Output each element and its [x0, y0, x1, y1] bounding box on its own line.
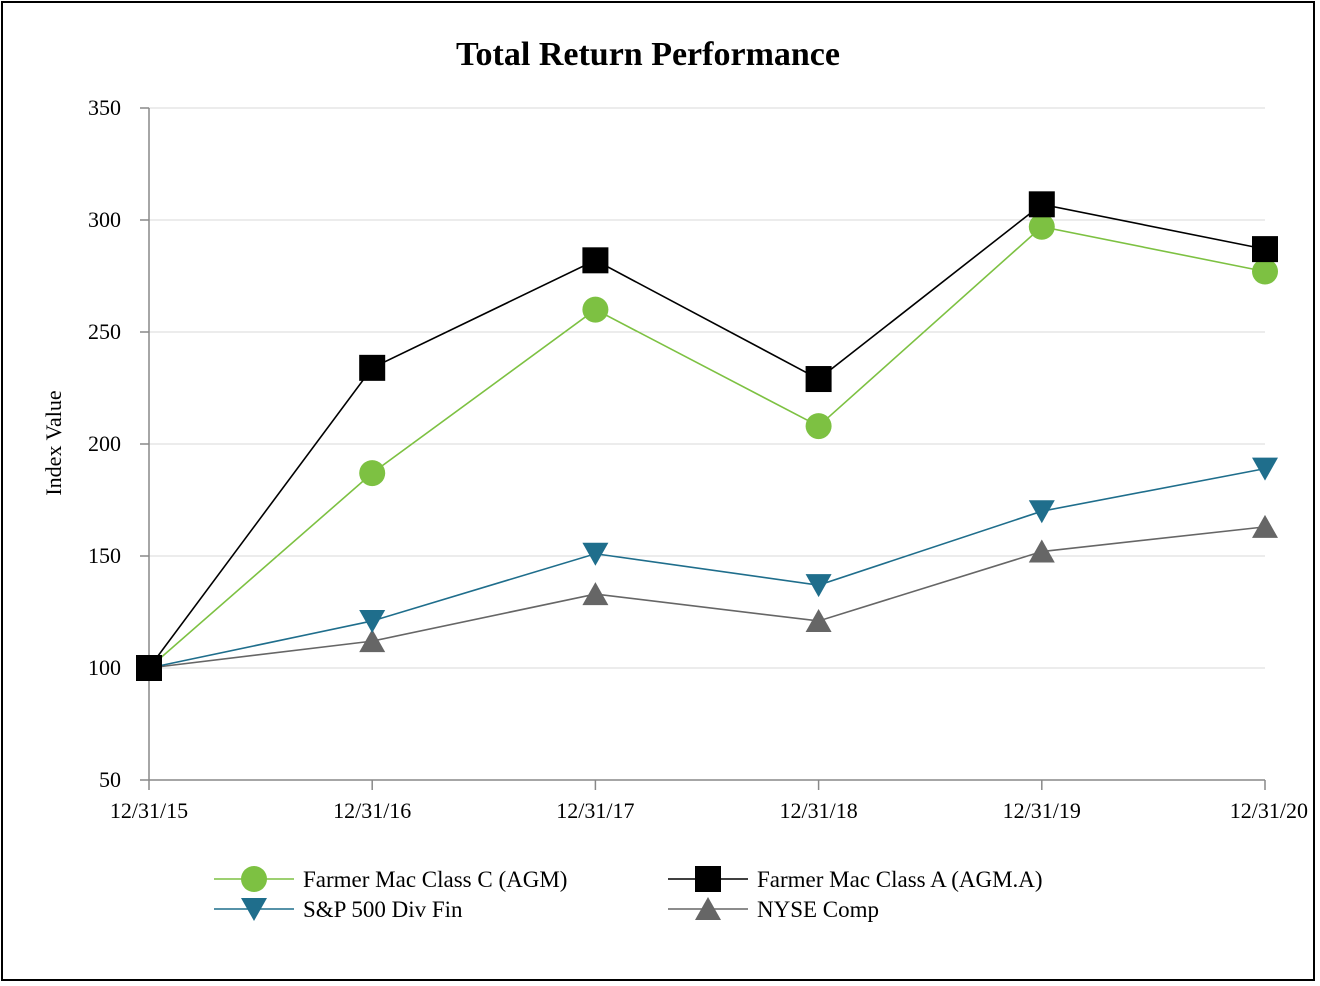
legend-item: S&P 500 Div Fin — [214, 897, 463, 922]
data-point — [1028, 191, 1055, 218]
y-tick-label: 250 — [88, 319, 121, 344]
series-line — [148, 225, 1266, 669]
series-1 — [136, 191, 1278, 681]
data-point — [359, 629, 386, 653]
x-tick-label: 12/31/20 — [1230, 798, 1308, 823]
x-tick-label: 12/31/18 — [779, 798, 857, 823]
legend-item: Farmer Mac Class A (AGM.A) — [668, 866, 1043, 892]
legend-marker — [695, 897, 721, 920]
series-2 — [136, 457, 1278, 680]
data-point — [359, 460, 386, 487]
axes — [140, 107, 1266, 790]
data-point — [1252, 514, 1278, 538]
x-tick-labels: 12/31/15 12/31/16 12/31/17 12/31/18 12/31/19… — [110, 798, 1308, 823]
y-axis-label: Index Value — [41, 390, 66, 495]
data-point — [136, 655, 162, 681]
legend-label: S&P 500 Div Fin — [303, 897, 463, 922]
legend-marker — [241, 866, 267, 892]
data-point — [1028, 500, 1055, 524]
y-tick-label: 350 — [88, 95, 121, 120]
data-point — [805, 413, 832, 440]
y-tick-label: 200 — [88, 431, 121, 456]
data-point — [1252, 258, 1278, 285]
data-point — [359, 354, 386, 381]
y-tick-label: 150 — [88, 543, 121, 568]
legend-item: Farmer Mac Class C (AGM) — [214, 866, 567, 892]
legend-label: NYSE Comp — [757, 897, 879, 922]
data-point — [1028, 213, 1055, 240]
x-tick-label: 12/31/15 — [110, 798, 188, 823]
data-point — [582, 296, 609, 323]
y-tick-label: 300 — [88, 207, 121, 232]
data-point — [1252, 236, 1278, 263]
chart-title: Total Return Performance — [456, 36, 840, 73]
series-line — [148, 526, 1266, 669]
series-3 — [136, 514, 1278, 679]
legend-marker — [241, 898, 267, 921]
legend-item: NYSE Comp — [668, 897, 879, 922]
y-tick-label: 100 — [88, 655, 121, 680]
legend-label: Farmer Mac Class C (AGM) — [303, 867, 567, 892]
y-tick-label: 50 — [99, 767, 121, 792]
data-point — [1028, 539, 1055, 563]
gridlines — [149, 107, 1265, 669]
data-point — [582, 542, 609, 566]
data-point — [582, 247, 609, 274]
data-point — [582, 582, 609, 606]
y-tick-labels: 50 100 150 200 250 300 350 — [88, 95, 121, 792]
series-line — [148, 203, 1266, 669]
x-tick-label: 12/31/16 — [333, 798, 411, 823]
series-0 — [136, 213, 1278, 681]
data-point — [805, 574, 832, 598]
data-point — [359, 609, 386, 633]
legend: Farmer Mac Class C (AGM) Farmer Mac Class… — [214, 866, 1043, 922]
legend-marker — [695, 866, 721, 892]
data-point — [805, 366, 832, 393]
series-group — [136, 191, 1278, 681]
series-line — [148, 467, 1266, 669]
x-tick-label: 12/31/17 — [556, 798, 634, 823]
data-point — [1252, 457, 1278, 481]
legend-label: Farmer Mac Class A (AGM.A) — [757, 867, 1043, 892]
data-point — [805, 608, 832, 632]
x-tick-label: 12/31/19 — [1003, 798, 1081, 823]
